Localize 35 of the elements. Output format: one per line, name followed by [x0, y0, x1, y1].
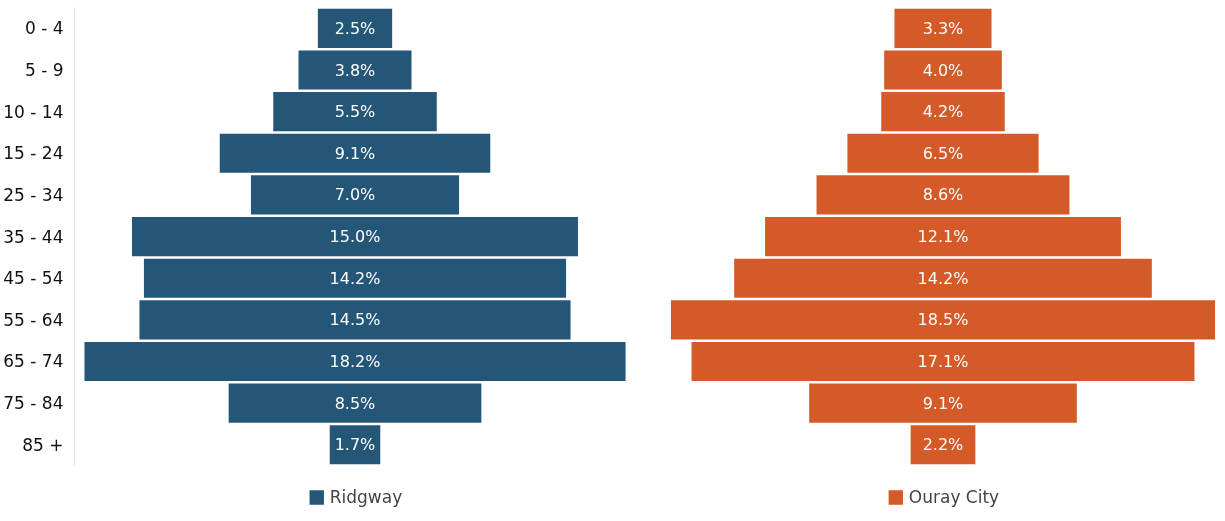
data-label: 14.2% — [917, 268, 969, 288]
data-label: 2.5% — [334, 18, 376, 38]
data-label: 14.5% — [329, 310, 381, 330]
data-label: 6.5% — [922, 143, 964, 163]
data-label: 9.1% — [922, 393, 964, 413]
category-label: 0 - 4 — [24, 18, 64, 39]
category-label: 85 + — [22, 434, 64, 455]
category-label: 35 - 44 — [3, 226, 64, 247]
category-label: 10 - 14 — [3, 101, 64, 122]
legend-label: Ouray City — [908, 487, 1000, 507]
data-label: 17.1% — [917, 351, 969, 371]
category-label: 55 - 64 — [3, 309, 64, 330]
data-label: 4.2% — [922, 102, 964, 122]
data-label: 4.0% — [922, 60, 964, 80]
data-label: 8.5% — [334, 393, 376, 413]
data-label: 18.5% — [917, 310, 969, 330]
category-label: 5 - 9 — [24, 60, 64, 81]
category-label: 45 - 54 — [3, 268, 64, 289]
data-label: 8.6% — [922, 185, 964, 205]
category-label: 75 - 84 — [3, 393, 64, 414]
category-label: 15 - 24 — [3, 143, 64, 164]
category-label: 25 - 34 — [3, 184, 64, 205]
data-label: 18.2% — [329, 351, 381, 371]
data-label: 1.7% — [334, 435, 376, 455]
data-label: 14.2% — [329, 268, 381, 288]
data-label: 3.8% — [334, 60, 376, 80]
data-label: 15.0% — [329, 227, 381, 247]
data-label: 5.5% — [334, 102, 376, 122]
data-label: 3.3% — [922, 18, 964, 38]
data-label: 9.1% — [334, 143, 376, 163]
data-label: 2.2% — [922, 435, 964, 455]
data-label: 7.0% — [334, 185, 376, 205]
data-label: 12.1% — [917, 227, 969, 247]
category-label: 65 - 74 — [3, 351, 64, 372]
legend-label: Ridgway — [329, 487, 403, 507]
